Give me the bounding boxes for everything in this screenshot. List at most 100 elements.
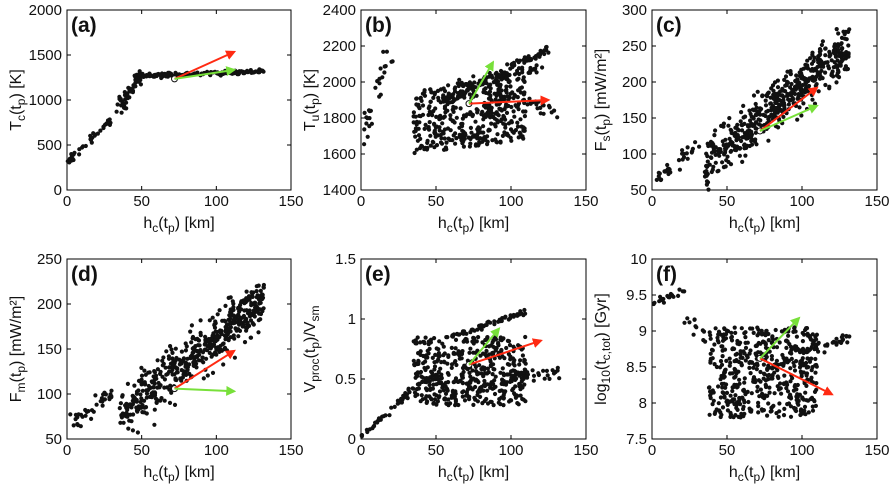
data-point [728,414,733,419]
data-point [786,333,791,338]
data-point [737,153,743,158]
data-point [738,355,743,360]
data-point [713,160,718,165]
data-point [485,382,490,387]
data-point [242,340,248,345]
data-point [758,369,763,375]
data-point [462,95,467,100]
data-point [723,332,729,337]
data-point [144,411,149,416]
data-point [421,361,426,366]
data-point [204,356,209,361]
data-point [785,360,790,365]
data-point [450,388,455,393]
data-point [376,416,382,421]
data-point [542,376,547,381]
data-point [819,42,825,48]
data-point [805,58,810,63]
data-point [747,365,752,370]
data-point [715,169,720,174]
y-tick-label: 2000 [323,74,356,91]
data-point [456,379,462,384]
data-point [130,428,135,433]
data-point [88,137,93,142]
data-point [777,401,782,406]
data-point [750,115,756,120]
data-point [507,79,512,85]
data-point [827,84,832,89]
data-point [820,39,826,44]
data-point [138,379,143,384]
data-point [755,389,760,394]
data-point [737,377,742,382]
data-point [221,362,226,367]
data-point [749,138,754,144]
data-point [121,420,126,425]
red-arrow [468,338,543,366]
data-point [89,408,95,413]
data-point [791,360,796,365]
data-point [487,344,492,349]
data-point [173,365,178,370]
data-point [836,53,841,58]
data-point [712,133,717,138]
data-point [761,371,767,376]
data-point [837,339,842,344]
data-point [657,171,662,176]
data-point [495,120,500,125]
data-point [720,354,725,359]
data-point [498,140,503,145]
data-point [775,85,781,90]
data-point [144,395,149,400]
y-tick-label: 0 [348,431,356,448]
data-point [256,330,261,335]
data-point [170,372,175,377]
data-point [809,61,815,66]
data-point [258,300,263,305]
data-point [788,392,793,397]
data-point [751,93,757,98]
data-point [91,131,96,136]
data-point [802,404,808,409]
data-point [160,363,165,368]
data-point [505,62,510,67]
data-point [836,69,841,75]
data-point [416,386,421,391]
data-point [462,398,468,403]
data-point [412,363,417,368]
data-point [467,112,473,117]
x-tick-label: 0 [648,193,656,210]
y-tick-label: 200 [37,296,62,313]
data-point [795,395,800,400]
data-point [740,128,745,133]
data-point [477,139,482,145]
data-point [135,407,140,412]
data-point [489,110,494,116]
data-point [489,114,495,119]
data-point [799,358,805,363]
data-point [724,399,729,404]
data-point [436,347,441,352]
data-point [399,397,404,402]
data-point [471,337,477,342]
data-point [427,120,432,125]
data-point [196,349,201,354]
data-point [411,386,416,391]
data-point [747,108,752,113]
data-point [468,141,473,146]
data-point [250,294,255,299]
data-point [136,388,141,393]
data-point [809,368,814,373]
data-point [516,60,521,65]
data-point [433,352,438,357]
data-point [515,120,520,125]
data-point [94,402,99,407]
data-point [503,117,508,122]
data-point [230,299,235,304]
data-point [494,102,499,107]
data-point [432,130,437,135]
data-point [661,300,667,305]
data-point [511,109,516,114]
data-point [197,343,202,348]
data-point [382,64,387,69]
